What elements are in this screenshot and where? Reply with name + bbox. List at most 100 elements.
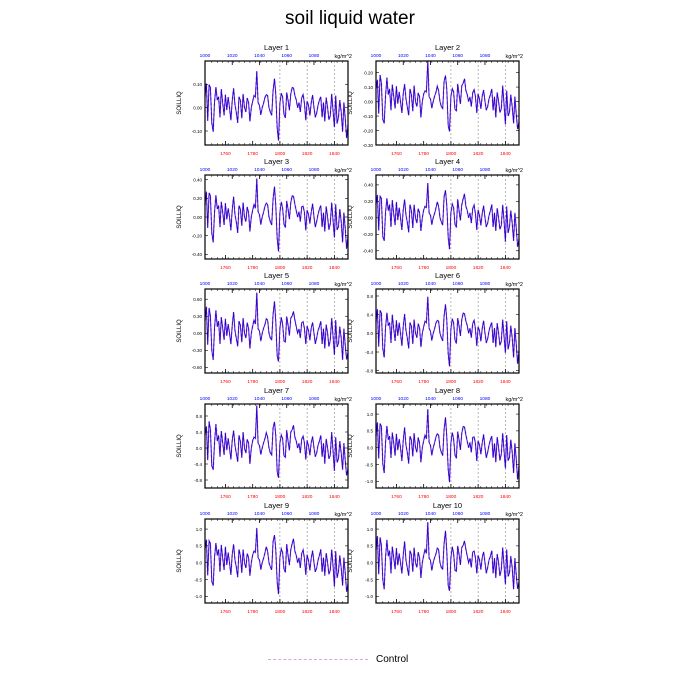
y-tick-label: -0.4 [194, 462, 202, 467]
panel-frame [204, 60, 349, 146]
y-tick-label: -0.40 [363, 249, 374, 254]
x-tick-label-bottom: 1780 [247, 494, 258, 500]
x-tick-label-bottom: 1800 [446, 151, 457, 157]
x-tick-label-top: 1000 [371, 53, 382, 59]
x-tick-label-bottom: 1760 [391, 609, 402, 615]
y-axis-label: SOILLIQ [348, 91, 354, 115]
x-tick-label-bottom: 1760 [391, 379, 402, 385]
panel-frame [375, 60, 520, 146]
y-tick-label: -1.0 [365, 479, 373, 484]
y-tick-label: 1.0 [367, 527, 374, 532]
x-tick-label-bottom: 1820 [302, 265, 313, 271]
y-tick-label: 0.0 [196, 560, 203, 565]
x-tick-label-top: 1000 [371, 167, 382, 173]
panel-frame [375, 174, 520, 260]
x-tick-label-top: 1080 [309, 53, 320, 59]
x-tick-label-top: 1080 [309, 281, 320, 287]
y-tick-label: 0.20 [364, 70, 373, 75]
x-tick-label-bottom: 1760 [220, 379, 231, 385]
y-tick-label: -0.30 [363, 143, 374, 148]
x-tick-label-bottom: 1780 [247, 265, 258, 271]
x-tick-label-top: 1040 [254, 396, 265, 402]
x-tick-label-top: 1040 [254, 53, 265, 59]
x-tick-label-top: 1060 [281, 167, 292, 173]
panel-units: kg/m^2 [334, 282, 352, 288]
y-axis-label: SOILLIQ [177, 91, 183, 115]
x-tick-label-top: 1020 [398, 396, 409, 402]
x-tick-label-top: 1000 [200, 53, 211, 59]
y-tick-label: -0.30 [192, 348, 203, 353]
x-tick-label-top: 1060 [281, 396, 292, 402]
x-tick-label-bottom: 1800 [275, 151, 286, 157]
x-tick-label-bottom: 1760 [391, 265, 402, 271]
y-axis-label: SOILLIQ [177, 434, 183, 458]
panel-frame [375, 288, 520, 374]
y-tick-label: 0.00 [364, 216, 373, 221]
y-tick-label: 1.0 [196, 527, 203, 532]
panel-layer-1: Layer 1 kg/m^2 SOILLIQ -0.10 0.00 0.10 1760 178… [177, 43, 352, 157]
x-tick-label-bottom: 1800 [446, 609, 457, 615]
y-axis-label: SOILLIQ [348, 205, 354, 229]
panel-title: Layer 10 [433, 501, 462, 510]
series-line [204, 292, 349, 362]
x-tick-label-top: 1040 [425, 53, 436, 59]
x-tick-label-top: 1080 [480, 167, 491, 173]
x-tick-label-bottom: 1820 [302, 151, 313, 157]
x-tick-label-bottom: 1820 [473, 609, 484, 615]
panel-frame [375, 403, 520, 489]
x-tick-label-bottom: 1760 [391, 494, 402, 500]
panel-layer-4: Layer 4 kg/m^2 SOILLIQ -0.40 -0.20 0.00 0.20 0.… [348, 157, 523, 271]
x-tick-label-bottom: 1840 [329, 494, 340, 500]
x-tick-label-bottom: 1840 [329, 609, 340, 615]
x-tick-label-bottom: 1780 [247, 609, 258, 615]
panel-layer-7: Layer 7 kg/m^2 SOILLIQ -0.8 -0.4 0.0 0.4 0.8 176… [177, 386, 352, 500]
y-tick-label: -1.0 [194, 594, 202, 599]
y-tick-label: -0.5 [365, 462, 373, 467]
legend: Control [268, 650, 408, 668]
x-tick-label-top: 1060 [452, 53, 463, 59]
x-tick-label-bottom: 1800 [275, 265, 286, 271]
series-line [204, 527, 349, 595]
x-tick-label-top: 1000 [200, 511, 211, 517]
x-tick-label-bottom: 1800 [275, 609, 286, 615]
y-tick-label: 0.5 [367, 429, 374, 434]
series-line [375, 408, 520, 483]
x-tick-label-top: 1080 [480, 396, 491, 402]
y-tick-label: -0.60 [192, 365, 203, 370]
y-tick-label: -0.10 [363, 114, 374, 119]
x-tick-label-bottom: 1780 [418, 379, 429, 385]
panel-title: Layer 9 [264, 501, 289, 510]
y-tick-label: 0.8 [367, 294, 374, 299]
panel-title: Layer 3 [264, 157, 289, 166]
x-tick-label-bottom: 1840 [500, 151, 511, 157]
panel-title: Layer 6 [435, 271, 460, 280]
x-tick-label-top: 1060 [281, 53, 292, 59]
panel-units: kg/m^2 [505, 54, 523, 60]
x-tick-label-top: 1060 [452, 281, 463, 287]
y-tick-label: -0.5 [194, 577, 202, 582]
y-tick-label: 0.4 [367, 312, 374, 317]
series-line [375, 296, 520, 367]
y-tick-label: -0.8 [365, 368, 373, 373]
x-tick-label-bottom: 1780 [418, 265, 429, 271]
x-tick-label-bottom: 1780 [418, 151, 429, 157]
panel-title: Layer 2 [435, 43, 460, 52]
panel-frame [204, 403, 349, 489]
x-tick-label-top: 1080 [309, 167, 320, 173]
x-tick-label-bottom: 1840 [329, 379, 340, 385]
x-tick-label-top: 1000 [200, 396, 211, 402]
x-tick-label-top: 1060 [452, 167, 463, 173]
y-tick-label: 0.20 [193, 196, 202, 201]
panel-units: kg/m^2 [505, 512, 523, 518]
series-line [375, 522, 520, 592]
x-tick-label-top: 1080 [480, 53, 491, 59]
y-tick-label: -0.5 [365, 577, 373, 582]
x-tick-label-top: 1020 [227, 396, 238, 402]
x-tick-label-top: 1040 [425, 281, 436, 287]
x-tick-label-top: 1060 [452, 511, 463, 517]
x-tick-label-bottom: 1800 [275, 494, 286, 500]
series-line [204, 405, 349, 478]
panel-title: Layer 7 [264, 386, 289, 395]
x-tick-label-top: 1040 [254, 511, 265, 517]
